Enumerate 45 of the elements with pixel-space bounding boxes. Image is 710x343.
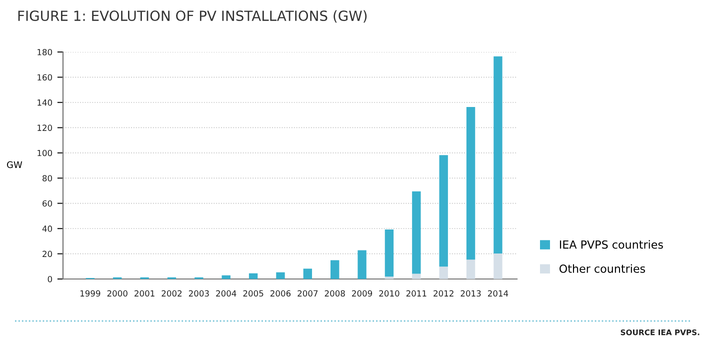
x-tick-label: 2014: [488, 290, 508, 297]
bar: [412, 274, 421, 279]
x-tick-label: 2011: [406, 290, 426, 297]
x-tick-label: 2007: [298, 290, 318, 297]
x-tick-label: 1999: [80, 290, 100, 297]
x-tick-label: 2013: [460, 290, 481, 297]
y-tick-label: 60: [42, 200, 52, 207]
bar: [303, 268, 312, 279]
chart-title: FIGURE 1: EVOLUTION OF PV INSTALLATIONS (GW): [18, 10, 367, 23]
x-tick-label: 2008: [324, 290, 345, 297]
x-tick-label: 2000: [107, 290, 128, 297]
x-tick-label: 2009: [352, 290, 372, 297]
x-tick-label: 2005: [243, 290, 264, 297]
bar: [466, 260, 476, 279]
y-tick-label: 160: [38, 74, 52, 81]
bar: [439, 266, 448, 279]
y-tick-label: 180: [38, 48, 52, 56]
y-tick-label: 80: [42, 175, 52, 182]
y-tick-label: 140: [38, 99, 52, 106]
y-tick-label: 20: [42, 250, 52, 258]
bar: [494, 254, 502, 279]
bar: [276, 272, 285, 279]
x-tick-label: 2010: [379, 290, 400, 297]
bar: [384, 229, 394, 277]
y-tick-label: 100: [38, 150, 52, 156]
legend-label: IEA PVPS countries: [560, 240, 663, 249]
x-tick-label: 2003: [188, 290, 209, 297]
bar: [358, 250, 366, 279]
y-tick-label: 40: [42, 226, 52, 232]
bar: [439, 155, 448, 267]
x-tick-label: 2001: [134, 290, 154, 297]
x-tick-label: 2012: [434, 290, 454, 297]
x-tick-label: 2004: [216, 290, 236, 297]
x-tick-label: 2006: [270, 290, 291, 297]
x-tick-label: 2002: [162, 290, 182, 297]
bar: [248, 273, 258, 279]
bar: [412, 191, 421, 274]
y-tick-label: 0: [48, 276, 52, 282]
bar: [466, 106, 476, 260]
bar: [330, 260, 340, 279]
y-axis-title: GW: [7, 161, 22, 168]
y-tick-label: 120: [38, 124, 52, 131]
bar: [494, 56, 502, 254]
bar: [222, 275, 230, 279]
legend-label: Other countries: [560, 264, 646, 273]
